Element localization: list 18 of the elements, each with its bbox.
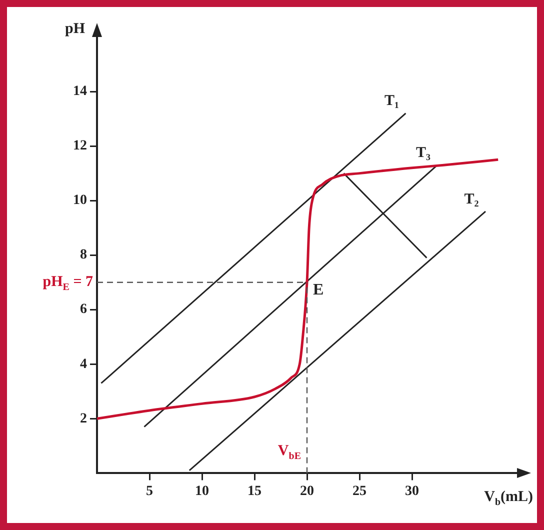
y-tick-label: 8 bbox=[80, 248, 87, 263]
y-tick-label: 14 bbox=[73, 84, 87, 100]
annotation: E bbox=[313, 282, 324, 299]
x-tick-label: 20 bbox=[300, 484, 314, 500]
series-label: T₂ bbox=[464, 191, 480, 208]
series-label: T₃ bbox=[416, 145, 431, 162]
y-axis-title: pH bbox=[64, 20, 86, 37]
x-tick-label: 10 bbox=[195, 484, 209, 500]
y-tick-label: 6 bbox=[80, 302, 87, 318]
x-tick-label: 25 bbox=[352, 484, 366, 500]
x-tick-label: 15 bbox=[248, 484, 262, 500]
y-tick-label: 2 bbox=[80, 411, 87, 426]
x-tick-label: 30 bbox=[405, 484, 419, 500]
series-label: T₁ bbox=[384, 93, 399, 110]
y-tick-label: 4 bbox=[80, 356, 87, 372]
y-tick-label: 12 bbox=[73, 138, 87, 154]
x-tick-label: 5 bbox=[146, 484, 153, 500]
y-tick-label: 10 bbox=[73, 193, 87, 208]
